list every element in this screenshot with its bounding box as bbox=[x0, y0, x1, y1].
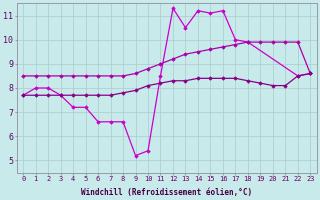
X-axis label: Windchill (Refroidissement éolien,°C): Windchill (Refroidissement éolien,°C) bbox=[81, 188, 252, 197]
